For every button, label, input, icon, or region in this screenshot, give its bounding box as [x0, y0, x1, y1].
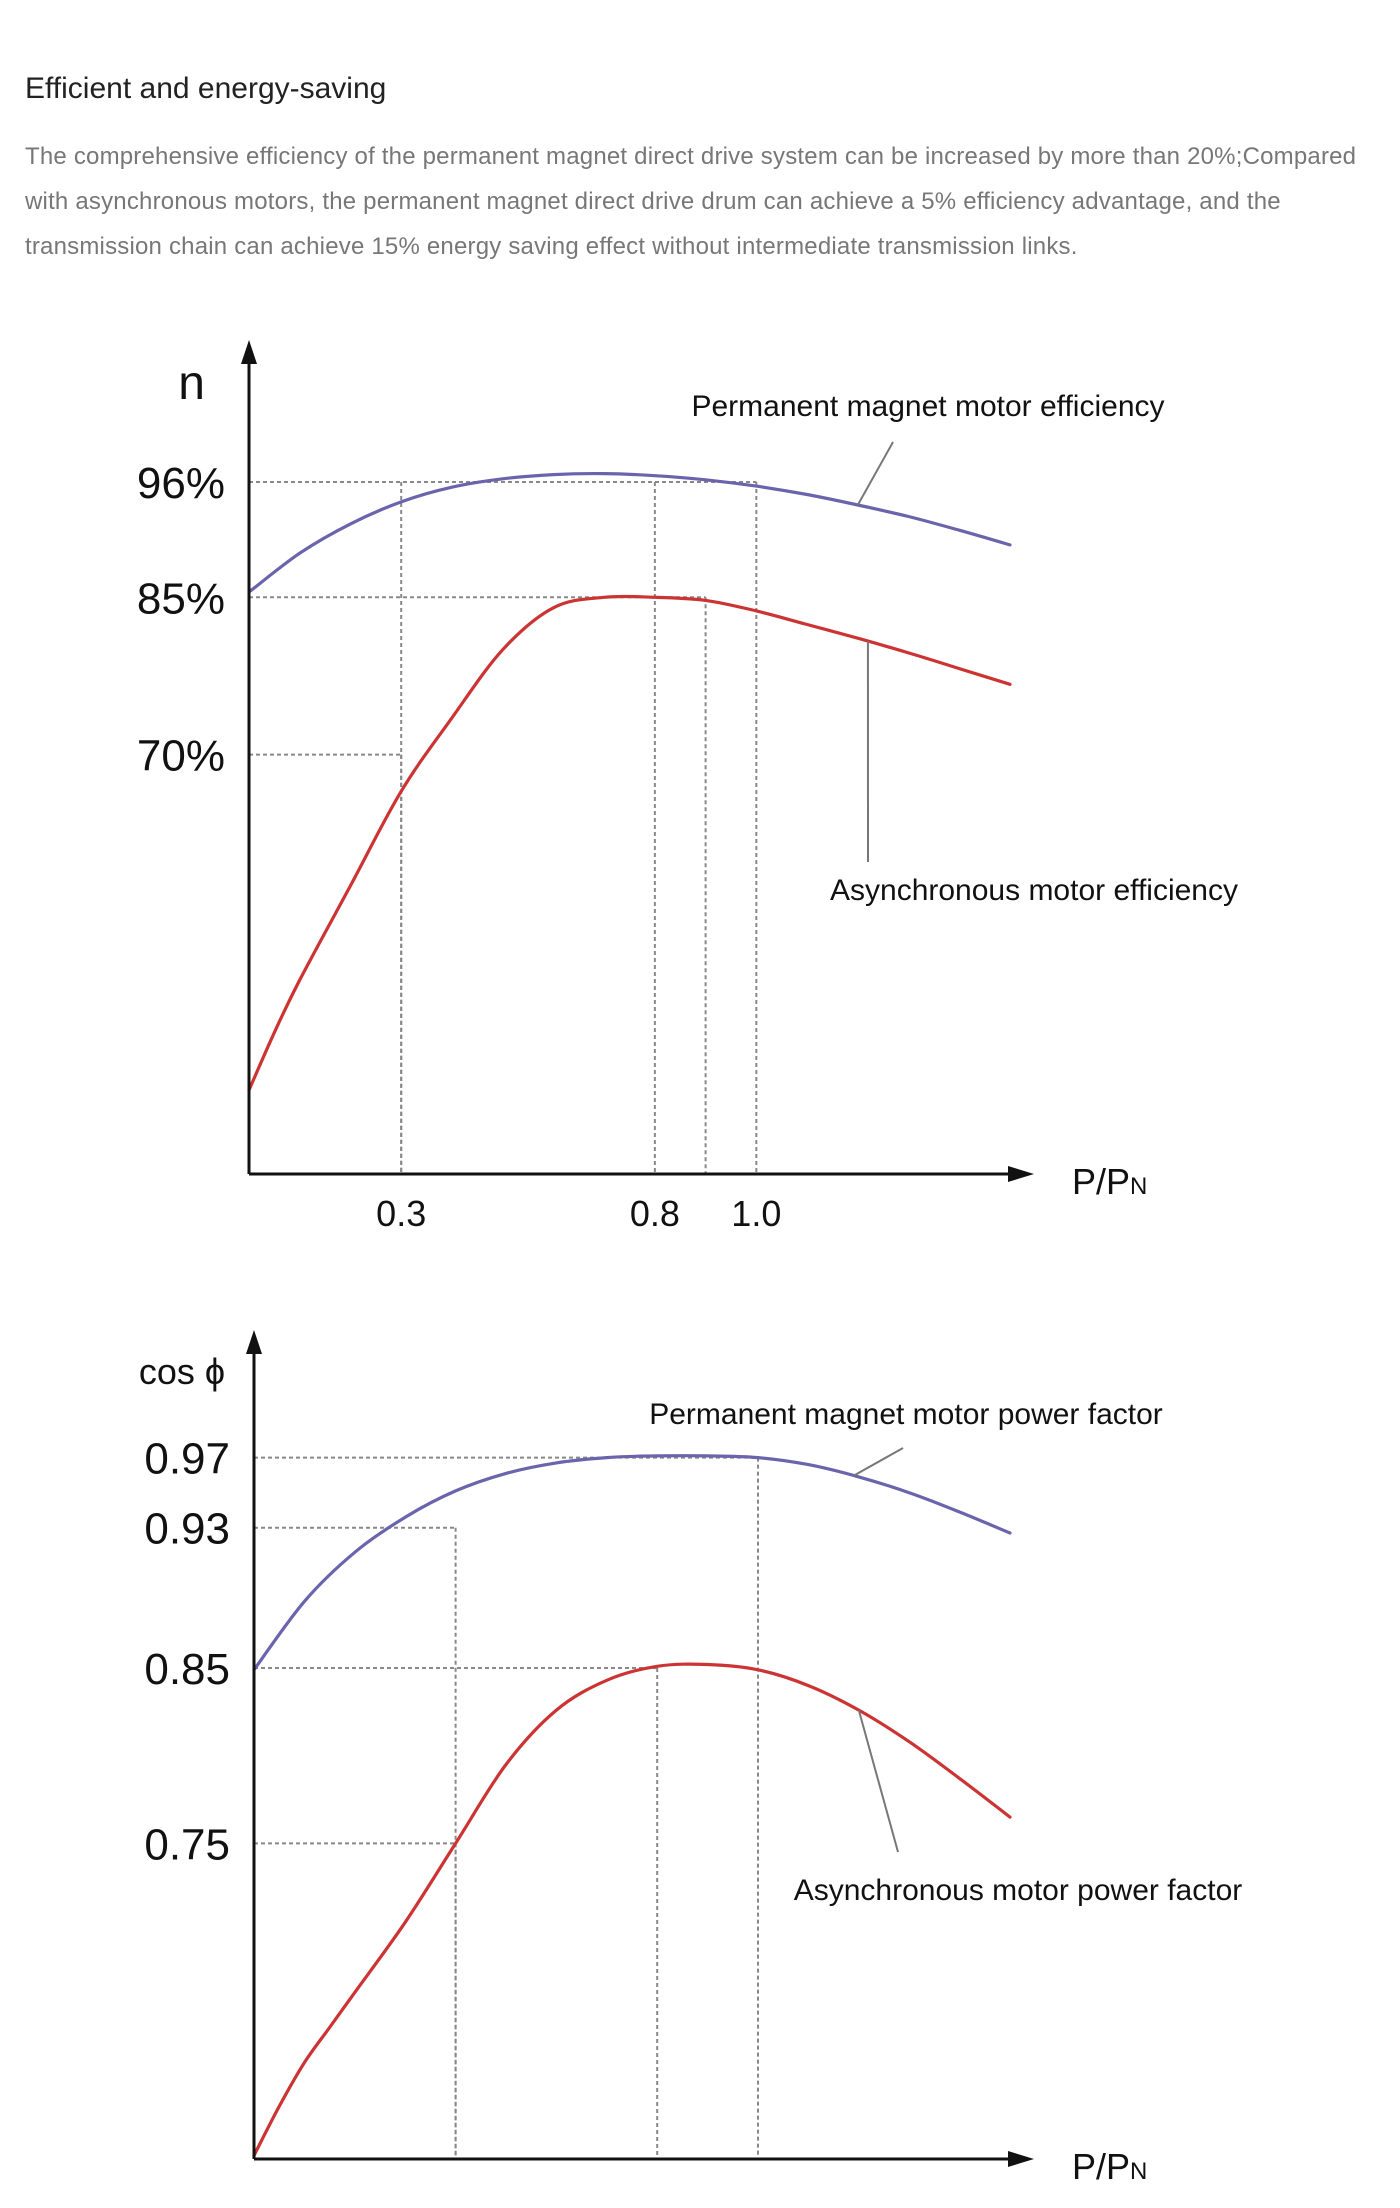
eff-y-tick-1: 85%: [137, 574, 225, 623]
pf-x-axis-title-sub: N: [1130, 2158, 1147, 2185]
pf-annotation-0: Permanent magnet motor power factor: [649, 1398, 1163, 1431]
eff-series-1-line: [247, 594, 1012, 1092]
section-description: The comprehensive efficiency of the perm…: [25, 143, 1357, 260]
pf-x-axis-title-main: P/P: [1072, 2146, 1130, 2187]
pf-x-axis-arrow-icon: [1008, 2151, 1034, 2167]
pf-annotation-1: Asynchronous motor power factor: [794, 1874, 1243, 1907]
efficiency-chart: 96% 85% 70% 0.3 0.8 1.0 n P/PN Permanent magnet …: [137, 340, 1238, 1234]
pf-y-tick-1: 0.93: [144, 1505, 230, 1554]
pf-y-axis-arrow-icon: [246, 1330, 262, 1354]
eff-y-tick-0: 96%: [137, 459, 225, 508]
pf-y-axis-title: cos ϕ: [139, 1351, 225, 1392]
eff-x-tick-2: 1.0: [731, 1193, 781, 1234]
eff-x-axis-title-sub: N: [1130, 1173, 1147, 1200]
eff-x-tick-0: 0.3: [376, 1193, 426, 1234]
eff-y-axis-arrow-icon: [241, 340, 257, 364]
pf-y-tick-0: 0.97: [144, 1435, 230, 1484]
pf-y-tick-3: 0.75: [144, 1820, 230, 1869]
section-heading: Efficient and energy-saving: [25, 72, 387, 105]
eff-x-axis-arrow-icon: [1008, 1166, 1034, 1182]
power-factor-chart: 0.97 0.93 0.85 0.75 cos ϕ P/PN Permanent magne…: [139, 1330, 1243, 2187]
eff-x-axis-title: P/PN: [1072, 1161, 1147, 1202]
pf-y-tick-2: 0.85: [144, 1645, 230, 1694]
pf-annotation-1-leader: [857, 1709, 899, 1853]
eff-x-tick-1: 0.8: [630, 1193, 680, 1234]
pf-annotation-0-leader: [853, 1447, 904, 1477]
pf-series-1-line: [252, 1662, 1012, 2158]
pf-x-axis-title: P/PN: [1072, 2146, 1147, 2187]
eff-y-axis-title: n: [178, 357, 205, 410]
eff-y-tick-2: 70%: [137, 732, 225, 781]
eff-x-axis-title-main: P/P: [1072, 1161, 1130, 1202]
eff-annotation-0-leader: [856, 441, 894, 506]
eff-annotation-0: Permanent magnet motor efficiency: [691, 390, 1164, 423]
pf-series-0-line: [252, 1454, 1012, 1672]
eff-annotation-1: Asynchronous motor efficiency: [830, 874, 1238, 907]
eff-series-0-line: [247, 471, 1012, 594]
